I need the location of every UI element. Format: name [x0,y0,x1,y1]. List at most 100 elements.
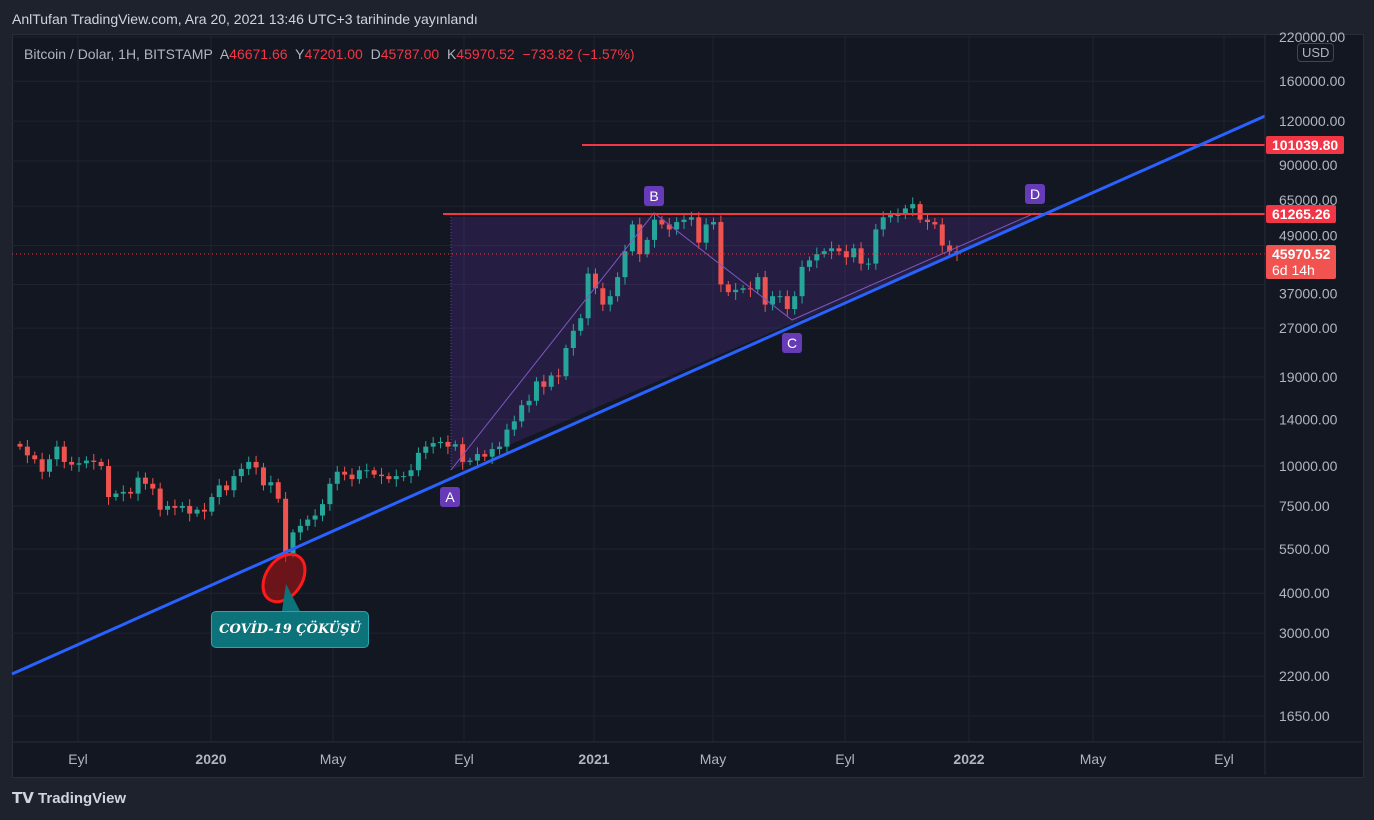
candle-body [563,348,569,377]
candle-body [652,219,658,240]
candle-body [578,318,584,331]
candle-body [770,296,776,305]
candle-body [533,381,539,401]
candle-body [364,470,370,472]
covid-callout[interactable]: COVİD-19 ÇÖKÜŞÜ [211,611,369,648]
candle-body [541,381,547,387]
candle-body [939,224,945,246]
candle [356,466,362,484]
candle [260,462,266,491]
covid-crash-ellipse[interactable] [254,546,313,609]
candle-body [858,248,864,264]
candle [747,281,753,298]
candle [275,478,281,503]
candle [157,482,163,517]
pattern-point-d[interactable]: D [1025,184,1045,204]
candle-body [401,476,407,478]
candle-body [821,251,827,255]
candle-body [733,289,739,293]
candle-body [792,296,798,309]
close-value: 45970.52 [456,46,515,62]
candle-body [415,452,421,471]
candle [902,204,908,220]
candle [268,475,274,493]
candle-body [113,493,119,498]
pattern-point-a[interactable]: A [440,487,460,507]
candle [430,437,436,454]
x-tick-label: 2022 [953,751,984,767]
y-tick-label: 65000.00 [1279,192,1338,208]
candle-body [762,277,768,305]
candle-body [917,204,923,220]
candle [54,440,60,467]
candle-body [47,459,53,472]
candle-body [61,446,67,462]
candle [777,290,783,303]
candle-body [497,446,503,450]
pattern-point-b[interactable]: B [644,186,664,206]
candle [939,218,945,253]
candle-body [430,443,436,447]
candle-body [836,248,842,252]
x-tick-label: Eyl [1214,751,1233,767]
candle-body [659,219,665,225]
candle-body [895,215,901,217]
candle [76,457,82,472]
y-tick-label: 90000.00 [1279,157,1338,173]
candle [511,415,517,437]
candle [600,282,606,312]
candle [401,471,407,482]
candle-body [666,224,672,230]
candle-body [17,443,23,447]
candle [592,268,598,295]
candle [142,472,148,490]
candle-body [703,224,709,243]
candle [47,454,53,478]
candle-body [165,505,171,510]
candle [312,509,318,527]
abcd-pattern-line[interactable] [450,212,1036,471]
candle [135,471,141,501]
candle-body [718,222,724,285]
candle [829,241,835,260]
publish-header: AnlTufan TradingView.com, Ara 20, 2021 1… [12,11,478,27]
candle-body [327,483,333,505]
high-label: Y [295,46,305,62]
candle-body [76,463,82,465]
candle-body [696,217,702,243]
candle-body [924,219,930,223]
candle [932,218,938,229]
candle [770,291,776,311]
candle [91,453,97,470]
candle [165,501,171,516]
candle-body [423,446,429,453]
candle [283,491,289,563]
candle [644,237,650,258]
x-tick-label: Eyl [454,751,473,767]
candle-body [98,461,104,467]
pattern-point-c[interactable]: C [782,333,802,353]
trend-line[interactable] [11,114,1266,676]
change-value: −733.82 (−1.57%) [522,46,635,62]
tradingview-logo[interactable]: 𝗧𝗩 TradingView [12,789,126,807]
candle [762,270,768,312]
symbol-name[interactable]: Bitcoin / Dolar, 1H, BITSTAMP [24,46,213,62]
candle-body [474,454,480,461]
candle-body [851,248,857,258]
x-tick-label: May [320,751,346,767]
candle-body [711,222,717,225]
candle-body [688,217,694,220]
y-tick-label: 27000.00 [1279,320,1338,336]
candle-body [615,277,621,297]
candle-body [511,421,517,430]
candle [187,499,193,522]
candle [497,441,503,455]
candle [570,324,576,356]
currency-button[interactable]: USD [1297,43,1335,62]
tv-logo-icon: 𝗧𝗩 [12,790,39,807]
candle [858,242,864,271]
candle [843,244,849,265]
candle [216,478,222,505]
candle [61,441,67,469]
